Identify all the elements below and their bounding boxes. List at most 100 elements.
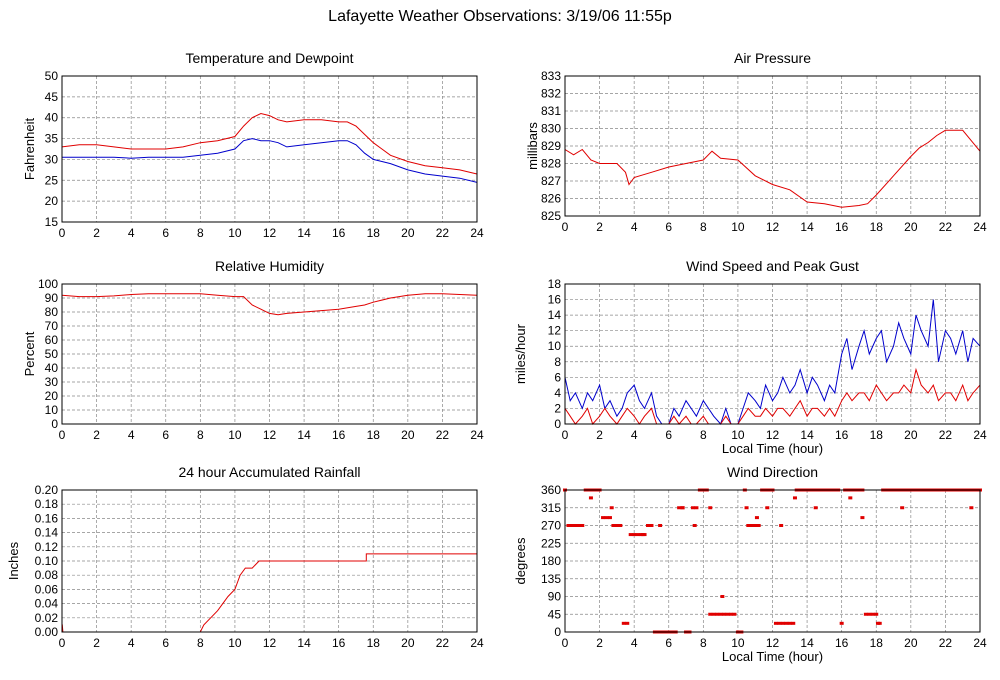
x-tick-label: 8	[700, 636, 707, 650]
y-tick-label: 0.04	[35, 597, 59, 611]
page-title: Lafayette Weather Observations: 3/19/06 …	[328, 8, 672, 25]
y-tick-label: 830	[541, 122, 561, 136]
x-tick-label: 0	[562, 636, 569, 650]
x-tick-label: 12	[263, 636, 277, 650]
x-tick-label: 8	[700, 428, 707, 442]
x-tick-label: 24	[973, 636, 987, 650]
x-tick-label: 16	[332, 428, 346, 442]
y-tick-label: 0.20	[35, 483, 59, 497]
data-point	[787, 621, 792, 625]
y-tick-label: 60	[45, 333, 59, 347]
y-tick-label: 315	[541, 501, 561, 515]
x-tick-label: 16	[835, 220, 849, 234]
y-tick-label: 50	[45, 347, 59, 361]
y-tick-label: 30	[45, 152, 59, 166]
y-tick-label: 825	[541, 209, 561, 223]
chart-title: Wind Speed and Peak Gust	[686, 258, 859, 274]
x-tick-label: 14	[297, 428, 311, 442]
y-axis-label: degrees	[513, 537, 528, 584]
y-tick-label: 0.16	[35, 511, 59, 525]
y-tick-label: 831	[541, 104, 561, 118]
y-tick-label: 828	[541, 157, 561, 171]
x-tick-label: 8	[197, 636, 204, 650]
data-point	[867, 612, 872, 616]
x-tick-label: 0	[59, 428, 66, 442]
data-point	[580, 524, 585, 527]
x-tick-label: 6	[162, 636, 169, 650]
y-tick-label: 0.12	[35, 540, 59, 554]
x-tick-label: 10	[228, 636, 242, 650]
data-point	[875, 621, 880, 625]
series-line	[564, 299, 981, 425]
y-tick-label: 14	[548, 308, 562, 322]
data-point	[754, 516, 759, 520]
data-point	[753, 524, 758, 527]
y-tick-label: 4	[554, 386, 561, 400]
x-tick-label: 14	[800, 636, 814, 650]
x-tick-label: 14	[800, 220, 814, 234]
plot-frame	[564, 489, 981, 633]
x-tick-label: 22	[939, 636, 953, 650]
data-point	[792, 496, 797, 500]
plot-frame	[61, 283, 478, 425]
x-tick-label: 12	[766, 428, 780, 442]
x-tick-label: 24	[470, 428, 484, 442]
x-tick-label: 20	[401, 636, 415, 650]
data-point	[969, 506, 974, 510]
series-line	[61, 293, 478, 316]
data-point	[708, 612, 713, 616]
x-tick-label: 24	[470, 226, 484, 240]
x-tick-label: 2	[93, 428, 100, 442]
y-tick-label: 100	[38, 277, 58, 291]
data-point	[813, 506, 818, 510]
x-axis-label: Local Time (hour)	[722, 649, 823, 664]
x-tick-label: 6	[162, 428, 169, 442]
y-tick-label: 832	[541, 87, 561, 101]
x-tick-label: 4	[128, 428, 135, 442]
y-tick-label: 829	[541, 139, 561, 153]
y-axis-label: millibars	[525, 122, 540, 170]
y-tick-label: 827	[541, 174, 561, 188]
plot-frame	[61, 489, 478, 633]
x-tick-label: 22	[939, 220, 953, 234]
y-tick-label: 0.18	[35, 497, 59, 511]
series-line	[62, 138, 478, 183]
y-tick-label: 180	[541, 554, 561, 568]
y-tick-label: 0.08	[35, 568, 59, 582]
x-tick-label: 22	[939, 428, 953, 442]
x-tick-label: 8	[197, 428, 204, 442]
data-point	[780, 621, 785, 625]
data-point	[694, 506, 699, 510]
x-tick-label: 10	[228, 226, 242, 240]
x-tick-label: 8	[197, 226, 204, 240]
data-point	[609, 506, 614, 510]
x-tick-label: 10	[731, 220, 745, 234]
data-point	[874, 612, 879, 616]
y-tick-label: 0	[554, 625, 561, 639]
x-tick-label: 16	[835, 428, 849, 442]
y-tick-label: 225	[541, 536, 561, 550]
x-tick-label: 18	[367, 428, 381, 442]
data-point	[616, 524, 621, 527]
x-tick-label: 22	[436, 428, 450, 442]
y-tick-label: 30	[45, 375, 59, 389]
data-point	[649, 524, 654, 527]
data-point	[621, 621, 626, 625]
data-point	[870, 612, 875, 616]
x-tick-label: 12	[263, 226, 277, 240]
x-tick-label: 6	[665, 220, 672, 234]
x-tick-label: 2	[93, 226, 100, 240]
x-tick-label: 6	[665, 636, 672, 650]
x-tick-label: 0	[59, 226, 66, 240]
y-tick-label: 2	[554, 401, 561, 415]
x-tick-label: 10	[731, 636, 745, 650]
data-point	[779, 524, 784, 527]
data-point	[732, 612, 737, 616]
x-tick-label: 0	[562, 428, 569, 442]
x-tick-label: 4	[128, 226, 135, 240]
y-tick-label: 45	[548, 607, 562, 621]
x-tick-label: 20	[401, 428, 415, 442]
